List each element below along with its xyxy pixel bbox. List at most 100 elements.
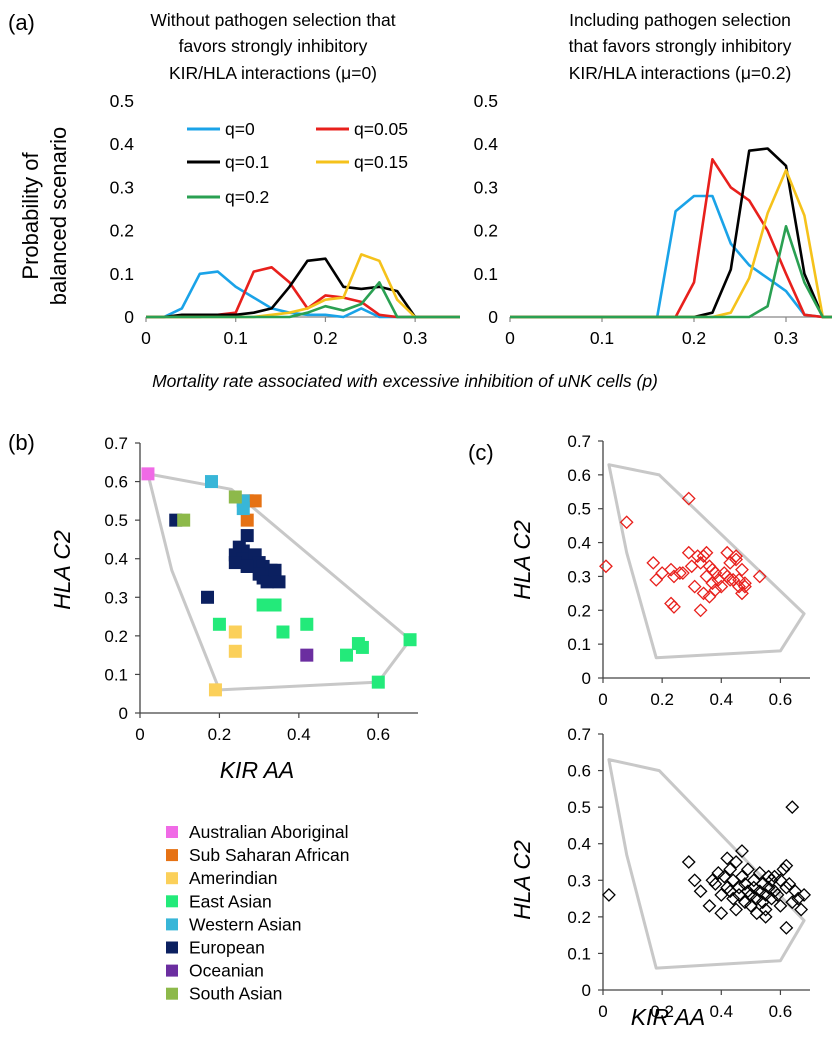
data-point-diamond <box>752 866 767 880</box>
x-tick-label: 0.6 <box>366 725 390 744</box>
data-point-diamond <box>708 877 723 891</box>
data-point-square <box>208 683 222 697</box>
data-point-square <box>355 640 369 654</box>
data-point-square <box>141 467 155 481</box>
x-tick-label: 0.2 <box>208 725 232 744</box>
data-point-square <box>260 575 274 589</box>
data-point-diamond <box>649 572 664 587</box>
data-point-square <box>240 513 254 527</box>
data-point-diamond <box>687 873 702 888</box>
series-line-q-0-2 <box>510 225 832 319</box>
y-tick-label: 0.5 <box>567 500 591 519</box>
y-tick-label: 0 <box>582 981 591 1000</box>
y-tick-label: 0.5 <box>110 91 134 111</box>
y-tick-label: 0.2 <box>474 221 498 241</box>
chart-c-bottom: 0 0.2 0.4 0.6 0 0.1 0.2 0.3 0.4 0.5 0.6 0.7 <box>567 725 812 1021</box>
data-point-diamond <box>705 576 720 591</box>
data-point-square <box>228 556 242 570</box>
legend-swatch <box>166 987 178 1000</box>
panel-b-ylabel: HLA C2 <box>49 530 75 610</box>
legend-label: q=0.2 <box>225 187 269 207</box>
legend-label: q=0.1 <box>225 152 269 172</box>
legend-label: Western Asian <box>189 914 302 934</box>
data-point-diamond <box>681 855 696 869</box>
data-point-diamond <box>785 800 800 815</box>
y-tick-label: 0 <box>124 307 134 327</box>
data-point-square <box>204 475 218 489</box>
legend-swatch <box>166 849 178 862</box>
data-point-diamond <box>717 869 732 884</box>
legend-label: Oceanian <box>189 961 264 981</box>
x-tick-label: 0.4 <box>287 725 311 744</box>
data-point-square <box>268 598 282 612</box>
data-point-square <box>276 625 290 639</box>
panel-a-xlabel: Mortality rate associated with excessive… <box>152 371 658 391</box>
y-tick-label: 0.5 <box>567 798 591 817</box>
y-tick-label: 0.1 <box>110 264 134 284</box>
y-tick-label: 0.3 <box>567 871 591 890</box>
data-point-diamond <box>779 858 794 873</box>
y-tick-label: 0.1 <box>104 665 128 684</box>
data-point-diamond <box>720 545 735 560</box>
legend-a: q=0 q=0.05 q=0.1 q=0.15 q=0.2 <box>187 119 408 207</box>
panel-a-ylabel-line2: balanced scenario <box>46 127 71 306</box>
data-point-square <box>228 490 242 504</box>
data-point-diamond <box>681 545 696 560</box>
data-point-diamond <box>702 898 717 913</box>
legend-label: q=0.05 <box>354 119 408 139</box>
y-tick-label: 0.6 <box>567 466 591 485</box>
panel-c-bottom-ylabel: HLA C2 <box>509 840 535 920</box>
data-point-diamond <box>758 902 773 917</box>
data-point-square <box>236 502 250 516</box>
series-line-q-0-2 <box>146 281 460 319</box>
panel-c-label: (c) <box>468 440 494 465</box>
legend-label: East Asian <box>189 891 272 911</box>
data-point-diamond <box>729 855 743 869</box>
legend-label: Australian Aboriginal <box>189 822 349 842</box>
legend-b: Australian Aboriginal Sub Saharan African… <box>166 822 350 1004</box>
y-tick-label: 0 <box>119 704 128 723</box>
legend-label: South Asian <box>189 984 282 1004</box>
data-point-diamond <box>773 873 788 888</box>
x-tick-label: 0.3 <box>403 328 427 348</box>
data-point-square <box>272 575 286 589</box>
legend-label: q=0.15 <box>354 152 408 172</box>
data-point-diamond <box>729 902 743 917</box>
data-point-diamond <box>779 880 794 895</box>
y-tick-label: 0.1 <box>567 944 591 963</box>
data-point-diamond <box>738 579 752 594</box>
y-tick-label: 0.2 <box>110 221 134 241</box>
y-tick-label: 0.6 <box>567 762 591 781</box>
x-tick-label: 0.1 <box>224 328 248 348</box>
legend-label: Amerindian <box>189 868 278 888</box>
legend-swatch <box>166 918 178 931</box>
left-title-line1: Without pathogen selection that <box>150 10 395 30</box>
data-point-diamond <box>735 869 749 884</box>
right-title-line2: that favors strongly inhibitory <box>569 36 792 56</box>
y-tick-label: 0.7 <box>567 725 591 744</box>
data-point-diamond <box>738 576 752 591</box>
data-point-diamond <box>797 887 812 902</box>
y-tick-label: 0.4 <box>567 534 591 553</box>
x-tick-label: 0.6 <box>769 1002 793 1021</box>
data-point-diamond <box>720 851 735 866</box>
data-point-diamond <box>599 559 613 574</box>
x-tick-label: 0 <box>141 328 151 348</box>
legend-label: European <box>189 938 265 958</box>
data-point-square <box>201 590 215 604</box>
x-tick-label: 0.2 <box>650 690 674 709</box>
data-point-diamond <box>740 862 755 877</box>
chart-a-left: 0 0.1 0.2 0.3 0 0.1 0.2 0.3 0.4 0.5 <box>110 91 460 348</box>
data-point-diamond <box>646 555 661 570</box>
left-title-line2: favors strongly inhibitory <box>179 36 368 56</box>
x-tick-label: 0 <box>505 328 515 348</box>
data-point-diamond <box>752 569 767 584</box>
convex-hull <box>607 463 806 660</box>
legend-swatch <box>166 941 178 954</box>
y-tick-label: 0.2 <box>567 601 591 620</box>
legend-swatch <box>166 872 178 885</box>
data-point-diamond <box>672 566 687 580</box>
data-point-diamond <box>746 873 761 888</box>
data-point-diamond <box>664 562 678 577</box>
data-point-diamond <box>743 898 758 913</box>
